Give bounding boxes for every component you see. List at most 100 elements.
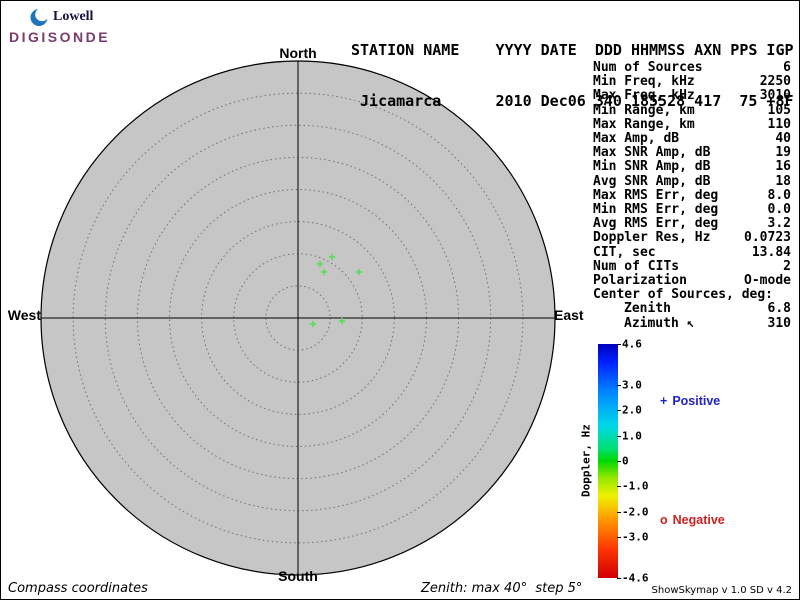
legend-positive-label: Positive: [672, 394, 721, 408]
stat-row: Min Freq, kHz 2250: [593, 75, 791, 89]
stat-label: CIT, sec: [593, 244, 656, 260]
stat-row: Max Amp, dB 40: [593, 131, 791, 147]
stat-row: Avg SNR Amp, dB 18: [593, 173, 791, 189]
version-label: ShowSkymap v 1.0 SD v 4.2: [651, 585, 792, 596]
colorbar-tick-mark: [617, 511, 621, 513]
stat-row: Zenith 6.8: [593, 302, 791, 316]
stat-value: 19: [775, 145, 791, 161]
stats-panel: Num of Sources 6 Min Freq, kHz 2250 Max Freq…: [593, 60, 791, 331]
stat-row: CIT, sec 13.84: [593, 244, 791, 260]
compass-label-south: South: [278, 568, 318, 584]
lowell-wordmark: Lowell: [53, 9, 94, 24]
header-columns: STATION NAME YYYY DATE DDD HHMMSS AXN PP…: [351, 41, 794, 59]
compass-label-east: East: [554, 307, 584, 323]
stat-value: 2: [783, 258, 791, 274]
legend-negative: o Negative: [660, 513, 725, 527]
stat-label: Num of Sources: [593, 60, 703, 75]
circle-marker-icon: o: [660, 513, 668, 527]
stat-value: 13.84: [751, 244, 791, 260]
colorbar-tick-mark: [617, 578, 621, 579]
stat-label: Min RMS Err, deg: [593, 202, 719, 218]
colorbar-tick-label: 3.0: [622, 378, 642, 392]
stat-row: Max SNR Amp, dB 19: [593, 146, 791, 160]
stat-label: Max RMS Err, deg: [593, 187, 719, 203]
colorbar-tick-mark: [617, 435, 621, 437]
zenith-scale-label: Zenith: max 40° step 5°: [421, 581, 583, 596]
stat-label: Max Freq, kHz: [593, 88, 695, 104]
stat-label: Avg SNR Amp, dB: [593, 173, 711, 189]
legend-positive: + Positive: [660, 394, 720, 408]
stat-value: 3.2: [767, 216, 791, 232]
stat-row: Avg RMS Err, deg 3.2: [593, 217, 791, 231]
colorbar-tick-label: 0: [622, 454, 629, 468]
compass-label-north: North: [279, 45, 317, 61]
stat-row: Center of Sources, deg:: [593, 288, 791, 302]
stat-value: 16: [775, 159, 791, 175]
colorbar-tick-label: -3.0: [622, 530, 649, 544]
stat-row: Max Range, km 110: [593, 116, 791, 132]
stat-label: Zenith: [624, 301, 671, 317]
stat-row: Num of Sources 6: [593, 60, 791, 75]
stat-row: Polarization O-mode: [593, 273, 791, 289]
stat-value: 110: [767, 116, 791, 132]
stat-value: 105: [767, 102, 791, 118]
stat-label: Min Range, km: [593, 102, 695, 118]
colorbar-tick-label: -1.0: [622, 479, 649, 493]
stat-row: Max Freq, kHz 3010: [593, 89, 791, 103]
stat-value: 6.8: [767, 301, 791, 317]
stat-label: Min Freq, kHz: [593, 74, 695, 90]
stat-value: 8.0: [767, 187, 791, 203]
colorbar-tick-mark: [617, 461, 621, 462]
stat-value: 310: [767, 315, 791, 331]
stat-value: 6: [783, 60, 791, 75]
colorbar-tick-label: 1.0: [622, 429, 642, 443]
digisonde-wordmark: DIGISONDE: [9, 29, 111, 45]
stat-label: Azimuth ↖: [624, 315, 695, 331]
coordinates-mode-label: Compass coordinates: [8, 581, 148, 596]
stat-row: Min SNR Amp, dB 16: [593, 160, 791, 174]
header-block: STATION NAME YYYY DATE DDD HHMMSS AXN PP…: [351, 8, 794, 144]
header-values: Jicamarca 2010 Dec06 340 185528 417 75 +…: [351, 92, 794, 110]
stat-row: Num of CITs 2: [593, 258, 791, 274]
colorbar-tick-label: 2.0: [622, 403, 642, 417]
stat-label: Max Range, km: [593, 116, 695, 132]
plus-marker-icon: +: [660, 394, 668, 408]
colorbar-tick-label: -4.6: [622, 571, 649, 585]
stat-value: 0.0723: [744, 230, 791, 246]
colorbar-tick-label: 4.6: [622, 337, 642, 351]
colorbar-ticks: 4.6 3.0 2.0 1.0 0 -1.0 -2.0 -3.0 -4.6: [617, 338, 658, 585]
stat-value: O-mode: [744, 273, 791, 289]
stat-label: Center of Sources, deg:: [593, 287, 774, 303]
legend-negative-label: Negative: [672, 513, 725, 527]
colorbar-tick-mark: [617, 344, 621, 345]
colorbar-tick-mark: [617, 486, 621, 488]
colorbar-tick-label: -2.0: [622, 505, 649, 519]
stat-row: Max RMS Err, deg 8.0: [593, 187, 791, 203]
stat-label: Max Amp, dB: [593, 131, 680, 147]
stat-value: 0.0: [767, 202, 791, 218]
stat-row: Azimuth ↖ 310: [593, 315, 791, 331]
stat-label: Polarization: [593, 273, 687, 289]
crescent-inner: [35, 7, 49, 22]
stat-label: Num of CITs: [593, 258, 680, 274]
colorbar-tick-mark: [617, 537, 621, 539]
stat-value: 18: [775, 173, 791, 189]
stat-value: 3010: [759, 88, 791, 104]
compass-label-west: West: [7, 307, 41, 323]
stat-label: Doppler Res, Hz: [593, 230, 711, 246]
stat-label: Min SNR Amp, dB: [593, 159, 711, 175]
colorbar-tick-mark: [617, 410, 621, 412]
stat-value: 40: [775, 131, 791, 147]
stat-row: Min RMS Err, deg 0.0: [593, 202, 791, 218]
colorbar-title: Doppler, Hz: [579, 424, 593, 498]
lowell-digisonde-logo: Lowell DIGISONDE: [9, 7, 110, 45]
colorbar-tick-mark: [617, 384, 621, 386]
stat-label: Avg RMS Err, deg: [593, 216, 719, 232]
stat-row: Min Range, km 105: [593, 102, 791, 118]
colorbar-gradient: [598, 344, 618, 578]
lowell-logo-icon: [30, 7, 49, 26]
stat-row: Doppler Res, Hz 0.0723: [593, 231, 791, 245]
stat-label: Max SNR Amp, dB: [593, 145, 711, 161]
